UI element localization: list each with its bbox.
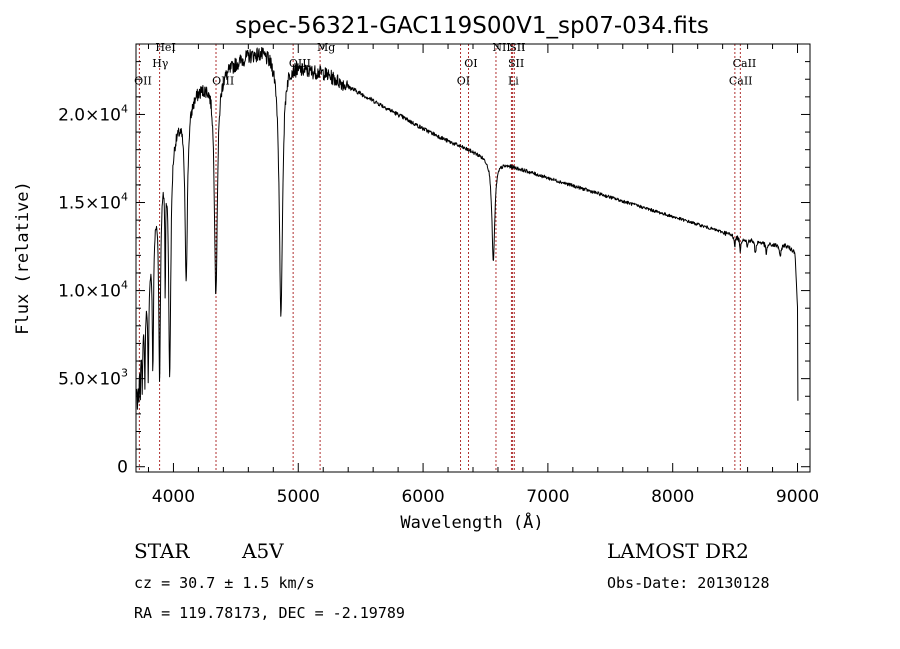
spectral-subclass: A5V [241, 539, 284, 563]
line-label: NII [492, 41, 510, 54]
y-tick-mantissa: 1.0×10 [58, 282, 121, 302]
line-label: SII [508, 57, 524, 70]
line-label: CaII [733, 57, 757, 70]
x-axis-title: Wavelength (Å) [400, 511, 543, 533]
line-label: Mg [317, 41, 335, 54]
y-tick-exponent: 3 [121, 367, 128, 380]
x-tick-label: 8000 [651, 487, 694, 507]
x-tick-label: 6000 [401, 487, 444, 507]
line-label: OI [457, 75, 470, 88]
line-label: SII [509, 41, 525, 54]
y-tick-label: 1.5×104 [58, 191, 128, 214]
y-tick-exponent: 4 [121, 191, 128, 204]
line-label: CaII [729, 75, 753, 88]
y-tick-exponent: 4 [121, 279, 128, 292]
y-tick-mantissa: 2.0×10 [58, 105, 121, 125]
line-label: Hγ [152, 57, 169, 70]
x-tick-label: 7000 [526, 487, 569, 507]
object-type: STAR [134, 539, 190, 563]
line-label: OII [134, 75, 152, 88]
coordinates-info: RA = 119.78173, DEC = -2.19789 [134, 604, 405, 622]
spectrum-series [136, 47, 799, 410]
line-label: Li [508, 75, 519, 88]
redshift-info: cz = 30.7 ± 1.5 km/s [134, 574, 315, 592]
y-tick-label: 5.0×103 [58, 367, 128, 390]
x-tick-label: 4000 [152, 487, 195, 507]
line-label: OI [464, 57, 477, 70]
chart-title: spec-56321-GAC119S00V1_sp07-034.fits [235, 13, 709, 39]
y-tick-label: 0 [117, 458, 128, 478]
plot-frame [135, 43, 811, 473]
y-tick-label: 1.0×104 [58, 279, 128, 302]
y-tick-mantissa: 5.0×10 [58, 370, 121, 390]
spectrum-line [136, 47, 799, 410]
line-label: HeI [155, 41, 175, 54]
line-label: OIII [289, 57, 311, 70]
y-tick-exponent: 4 [121, 102, 128, 115]
x-tick-label: 9000 [776, 487, 819, 507]
x-axis-ticks: 4000 5000 6000 7000 8000 9000 [147, 44, 819, 507]
emission-line-markers [138, 44, 741, 472]
line-label: OIII [212, 75, 234, 88]
survey-name: LAMOST DR2 [607, 539, 749, 563]
y-tick-mantissa: 1.5×10 [58, 194, 121, 214]
y-tick-mantissa: 0 [117, 458, 128, 478]
observation-date: Obs-Date: 20130128 [607, 574, 770, 592]
x-tick-label: 5000 [277, 487, 320, 507]
y-tick-label: 2.0×104 [58, 102, 128, 125]
y-axis-title: Flux (relative) [13, 181, 33, 335]
